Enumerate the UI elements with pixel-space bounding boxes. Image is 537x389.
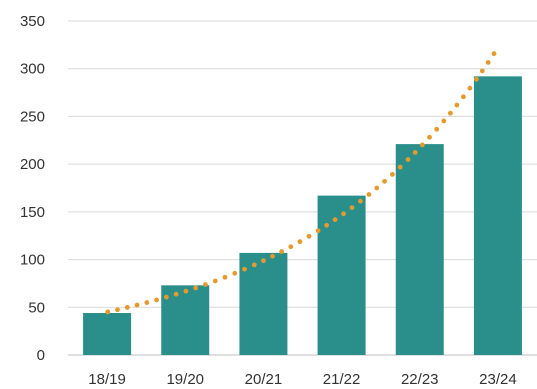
x-tick-label: 21/22 [323,371,361,388]
trendline-dot [232,270,238,276]
trendline-dot [467,85,473,91]
trendline-dot [358,198,363,204]
trendline-dot [491,51,497,57]
trendline-dot [261,258,266,264]
trendline-dot [306,233,312,239]
trendline-dot [212,278,218,284]
trendline-dot [397,164,403,170]
trendline-dot [134,302,140,308]
y-tick-label: 0 [37,347,45,364]
y-tick-label: 350 [20,13,45,30]
trendline-dot [270,253,275,259]
trendline-dot [183,288,189,294]
trendline-dot [154,297,159,303]
trendline-dot [447,110,453,116]
bar-18-19 [83,313,132,355]
trendline-dot [366,192,372,197]
trendline-dot [349,205,355,211]
trendline-dot [279,249,285,254]
bars [83,76,522,355]
x-tick-label: 23/24 [479,371,517,388]
trendline-dot [297,239,303,245]
x-tick-label: 19/20 [166,371,204,388]
bar-23-24 [473,76,522,355]
bar-21-22 [317,195,366,355]
trendline-dot [412,150,418,155]
trendline-dot [441,118,447,124]
trendline-dot [341,211,346,217]
bar-19-20 [161,285,210,355]
trendline-dot [203,282,208,287]
trendline-dot [115,307,120,313]
gridlines [68,20,537,356]
trendline-dot [434,126,440,132]
trendline-dot [173,291,179,297]
trendline-dot [242,266,247,272]
x-tick-label: 22/23 [401,371,439,388]
trendline-dot [288,244,294,250]
trendline-dot [124,305,130,310]
y-tick-label: 200 [20,156,45,173]
trendline-dot [332,217,338,223]
y-axis-tick-labels: 0 50 100 150 200 250 300 350 [20,13,45,364]
trendline [105,51,497,315]
trendline-dot [405,157,411,162]
trendline-dot [163,294,169,300]
trendline-dot [251,262,257,268]
y-tick-label: 150 [20,204,45,221]
trendline-dot [222,274,228,280]
trendline-dot [315,228,321,234]
trendline-dot [419,142,425,148]
y-tick-label: 100 [20,252,45,269]
bar-20-21 [239,252,288,355]
y-tick-label: 300 [20,61,45,78]
trendline-dot [479,68,485,74]
trendline-dot [460,94,466,100]
trendline-dot [485,60,491,65]
trendline-dot [382,178,387,184]
trendline-dot [454,102,460,108]
trendline-dot [144,300,150,305]
y-tick-label: 250 [20,108,45,125]
trendline-dot [193,285,199,291]
trendline-dot [474,76,479,82]
trendline-dot [324,222,330,228]
x-tick-label: 20/21 [245,371,283,388]
x-axis-tick-labels: 18/19 19/20 20/21 21/22 22/23 23/24 [88,371,516,388]
trendline-dot [374,185,380,191]
x-tick-label: 18/19 [88,371,126,388]
trendline-dot [105,309,111,315]
trendline-dot [389,171,395,177]
bar-22-23 [395,144,444,355]
trendline-dot [427,134,432,140]
y-tick-label: 50 [28,299,45,316]
